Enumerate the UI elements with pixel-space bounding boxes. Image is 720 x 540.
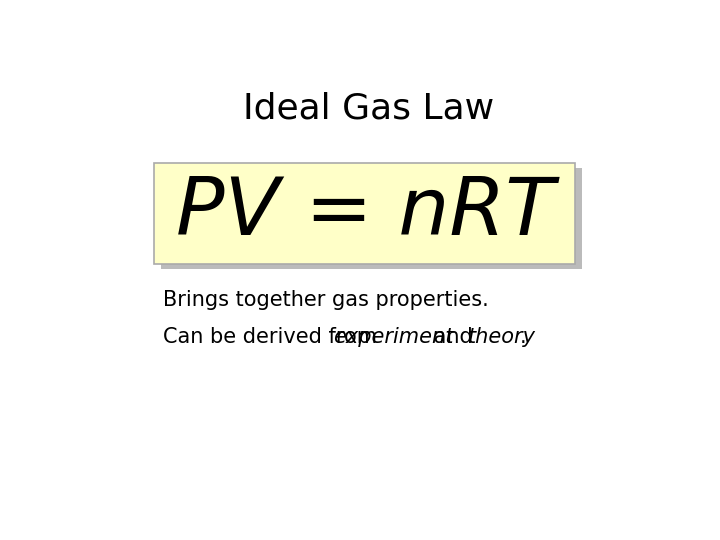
Text: PV = nRT: PV = nRT <box>176 174 554 252</box>
Text: Brings together gas properties.: Brings together gas properties. <box>163 290 488 310</box>
Text: experiment: experiment <box>333 327 454 347</box>
Text: Ideal Gas Law: Ideal Gas Law <box>243 91 495 125</box>
Text: Can be derived from: Can be derived from <box>163 327 383 347</box>
FancyBboxPatch shape <box>161 167 582 269</box>
Text: and: and <box>427 327 480 347</box>
Text: theory: theory <box>467 327 536 347</box>
FancyBboxPatch shape <box>154 163 575 265</box>
Text: .: . <box>520 327 527 347</box>
